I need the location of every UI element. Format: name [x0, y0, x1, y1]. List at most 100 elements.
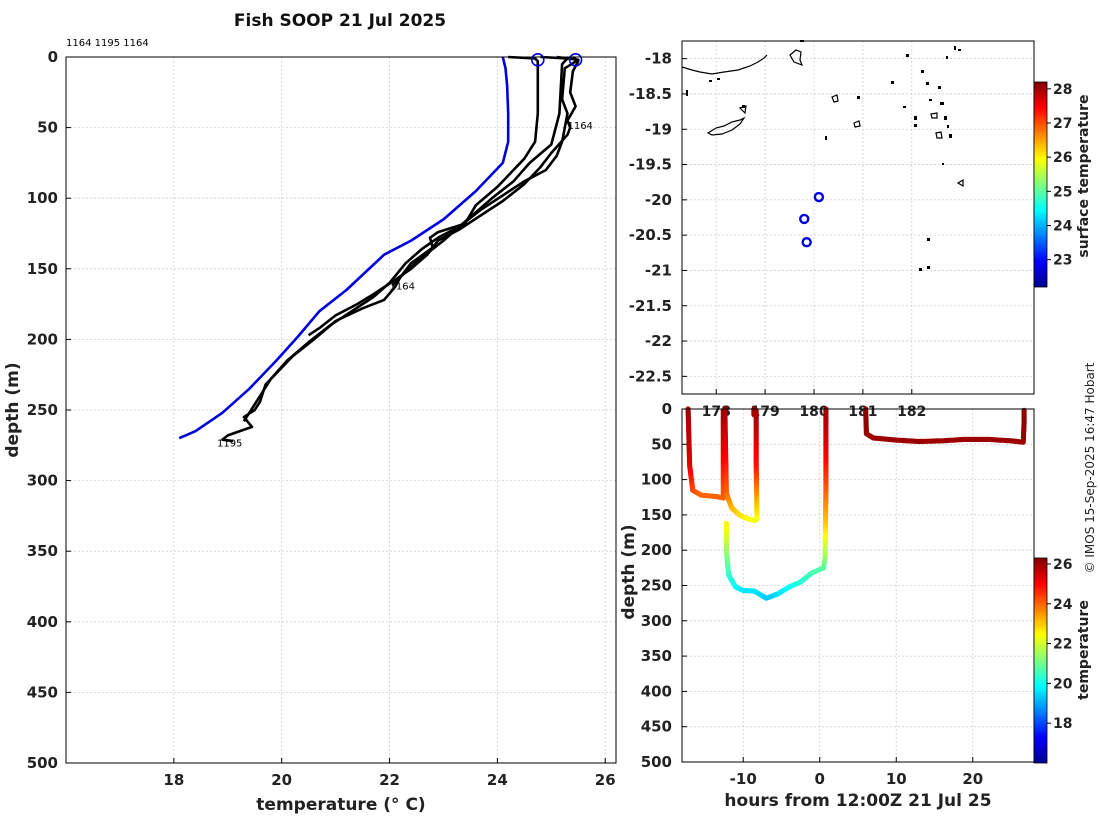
temp-colorbar: [1033, 557, 1048, 764]
surface-temp-colorbar-ticks: 23 24 25 26 27 28: [1047, 82, 1073, 269]
section-xlabel: hours from 12:00Z 21 Jul 25: [724, 791, 991, 811]
profile-start-marker: [531, 53, 545, 67]
map-ytick-label: -21: [645, 261, 672, 279]
profile-id-label: 1195: [217, 438, 242, 449]
temp-colorbar-tick-label: 20: [1053, 676, 1073, 692]
coast-vitilevu: [682, 54, 768, 75]
section-xtick-label: 10: [886, 770, 907, 788]
surface-temp-colorbar-label: surface temperature: [1076, 94, 1092, 257]
map-ytick-label: -21.5: [629, 297, 672, 315]
coastlines: [682, 49, 964, 188]
map-tick-labels: 178 179 180 181 182-18-18.5-19-19.5-20-20.5-…: [629, 50, 927, 420]
section-xtick-label: -10: [730, 770, 757, 788]
blue-profile-line: [178, 56, 510, 440]
profile-annotations: 1164 1164 1195: [217, 121, 593, 450]
coast-island-a: [789, 49, 804, 67]
profile-ytick-label: 50: [37, 119, 58, 137]
coast-island-d: [935, 131, 943, 139]
map-ytick-label: -19: [645, 120, 672, 138]
profile-ytick-label: 300: [27, 472, 58, 490]
map-panel: 178 179 180 181 182-18-18.5-19-19.5-20-20.5-…: [629, 40, 1092, 420]
map-ytick-label: -20.5: [629, 226, 672, 244]
surface-temp-colorbar-tick-label: 24: [1053, 219, 1073, 235]
map-position-marker: [801, 237, 812, 248]
profile-lines: [178, 53, 583, 443]
profile-grid: [66, 56, 616, 764]
profile-1195-line: [221, 55, 540, 443]
surface-temp-colorbar-tick-label: 26: [1053, 150, 1072, 166]
profile-panel: 18 20 22 24 26 0 50 100 150 200 250 300 350 400 450 500…: [3, 48, 617, 815]
profile-xtick-label: 26: [595, 771, 616, 789]
profile-1164-b-line: [307, 55, 580, 337]
surface-temp-colorbar-tick-label: 28: [1053, 82, 1072, 98]
profile-start-marker: [568, 53, 583, 67]
section-xtick-label: 0: [815, 770, 825, 788]
section-ytick-label: 150: [641, 506, 672, 524]
map-ytick-label: -18.5: [629, 85, 672, 103]
profile-ytick-label: 150: [27, 260, 58, 278]
temp-colorbar-label: temperature: [1076, 600, 1092, 700]
header-ids: 1164 1195 1164: [66, 38, 149, 49]
profile-ytick-label: 0: [48, 48, 58, 66]
map-position-marker: [813, 191, 825, 203]
figure-title: Fish SOOP 21 Jul 2025: [234, 11, 446, 31]
map-xtick-label: 182: [897, 404, 926, 420]
surface-temp-colorbar-tick-label: 23: [1053, 253, 1072, 269]
profile-axes-frame: [65, 56, 617, 764]
section-points: [685, 406, 1027, 601]
map-ytick-label: -22.5: [629, 367, 672, 385]
profile-ytick-label: 400: [27, 613, 58, 631]
profile-ytick-label: 500: [27, 754, 58, 772]
profile-ytick-label: 100: [27, 189, 58, 207]
coast-island-b: [831, 94, 839, 103]
section-point: [751, 412, 757, 418]
temp-colorbar-tick-label: 26: [1053, 557, 1072, 573]
section-ytick-label: 50: [651, 435, 672, 453]
surface-temp-colorbar: [1033, 81, 1048, 288]
profile-xtick-label: 22: [379, 771, 400, 789]
section-point: [723, 520, 730, 527]
map-xtick-label: 181: [848, 404, 877, 420]
profile-xlabel: temperature (° C): [256, 795, 425, 815]
surface-temp-colorbar-tick-label: 25: [1053, 184, 1072, 200]
small-islands: [686, 40, 961, 271]
profile-ytick-label: 350: [27, 542, 58, 560]
map-ytick-label: -22: [645, 332, 672, 350]
map-grid: [682, 41, 1034, 394]
temp-colorbar-ticks: 18 20 22 24 26: [1047, 557, 1073, 732]
temp-colorbar-tick-label: 22: [1053, 637, 1072, 653]
section-ytick-label: 250: [641, 577, 672, 595]
profile-ytick-label: 450: [27, 683, 58, 701]
section-ytick-label: 100: [641, 471, 672, 489]
section-ytick-label: 500: [641, 753, 672, 771]
coast-island-g: [930, 112, 938, 119]
map-ytick-label: -19.5: [629, 156, 672, 174]
section-ytick-label: 300: [641, 612, 672, 630]
temp-colorbar-tick-label: 18: [1053, 716, 1072, 732]
map-xtick-label: 180: [799, 404, 828, 420]
coast-island-e: [956, 178, 964, 188]
profile-xtick-label: 24: [487, 771, 508, 789]
profile-id-label: 1164: [390, 282, 415, 293]
section-ytick-label: 0: [662, 400, 672, 418]
map-ytick-label: -18: [645, 50, 672, 68]
section-ytick-label: 350: [641, 647, 672, 665]
section-ytick-label: 450: [641, 718, 672, 736]
profile-ytick-label: 250: [27, 401, 58, 419]
coast-island-c: [853, 120, 861, 128]
profile-ytick-label: 200: [27, 330, 58, 348]
map-positions: [799, 191, 825, 248]
profile-1164-c-line: [391, 55, 580, 287]
profile-xtick-label: 18: [163, 771, 184, 789]
profile-1164-a-line: [242, 55, 569, 422]
profile-tick-labels: 18 20 22 24 26 0 50 100 150 200 250 300 350 400 450 500: [27, 48, 616, 789]
section-ytick-label: 200: [641, 541, 672, 559]
profile-id-label: 1164: [567, 121, 592, 132]
section-xtick-label: 20: [962, 770, 983, 788]
imos-credit: © IMOS 15-Sep-2025 16:47 Hobart: [1083, 362, 1097, 573]
profile-xtick-label: 20: [271, 771, 292, 789]
section-ytick-label: 400: [641, 682, 672, 700]
